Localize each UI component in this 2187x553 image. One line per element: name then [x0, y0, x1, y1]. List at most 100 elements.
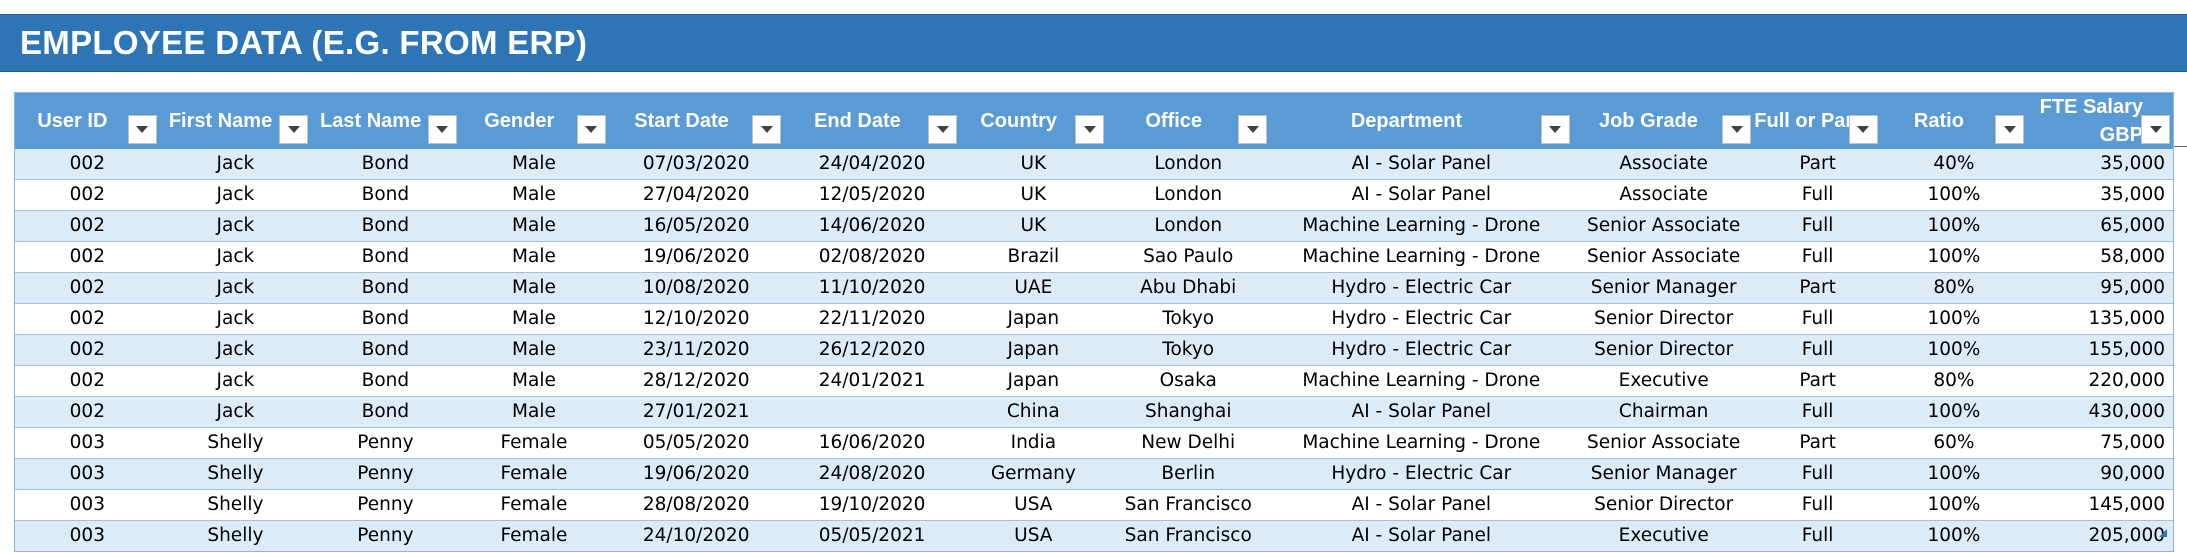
- cell-gender[interactable]: Male: [512, 339, 556, 360]
- cell-job-grade[interactable]: Senior Associate: [1586, 246, 1741, 267]
- filter-dropdown-button[interactable]: [576, 115, 606, 144]
- cell-full-or-part[interactable]: Full: [1801, 215, 1834, 236]
- cell-country[interactable]: India: [1010, 432, 1057, 453]
- cell-gender[interactable]: Female: [500, 432, 568, 453]
- filter-dropdown-button[interactable]: [1995, 115, 2025, 144]
- cell-start-date[interactable]: 28/12/2020: [642, 370, 750, 391]
- column-header-ratio[interactable]: Ratio: [1881, 93, 2028, 149]
- cell-start-date[interactable]: 28/08/2020: [642, 494, 750, 515]
- cell-first-name[interactable]: Shelly: [207, 463, 264, 484]
- filter-dropdown-button[interactable]: [2141, 115, 2170, 144]
- cell-job-grade[interactable]: Senior Manager: [1590, 463, 1737, 484]
- cell-first-name[interactable]: Jack: [216, 308, 255, 329]
- table-resize-handle[interactable]: [2159, 529, 2167, 537]
- cell-full-or-part[interactable]: Full: [1801, 494, 1834, 515]
- filter-dropdown-button[interactable]: [427, 115, 457, 144]
- cell-job-grade[interactable]: Executive: [1618, 525, 1709, 546]
- cell-ratio[interactable]: 40%: [1933, 153, 1975, 174]
- cell-full-or-part[interactable]: Full: [1801, 246, 1834, 267]
- cell-job-grade[interactable]: Associate: [1619, 184, 1708, 205]
- cell-gender[interactable]: Female: [500, 494, 568, 515]
- cell-office[interactable]: New Delhi: [1141, 432, 1236, 453]
- cell-start-date[interactable]: 07/03/2020: [642, 153, 750, 174]
- cell-full-or-part[interactable]: Part: [1799, 153, 1836, 174]
- column-header-office[interactable]: Office: [1107, 93, 1270, 149]
- filter-dropdown-button[interactable]: [1722, 115, 1752, 144]
- cell-job-grade[interactable]: Senior Associate: [1586, 432, 1741, 453]
- cell-department[interactable]: Hydro - Electric Car: [1331, 463, 1512, 484]
- column-header-gender[interactable]: Gender: [460, 93, 609, 149]
- cell-fte-salary-gbp[interactable]: 220,000: [2088, 370, 2165, 391]
- filter-dropdown-button[interactable]: [1075, 115, 1105, 144]
- cell-end-date[interactable]: 24/01/2021: [818, 370, 926, 391]
- cell-country[interactable]: USA: [1014, 525, 1053, 546]
- cell-ratio[interactable]: 100%: [1927, 525, 1981, 546]
- cell-fte-salary-gbp[interactable]: 35,000: [2100, 184, 2165, 205]
- column-header-start-date[interactable]: Start Date: [609, 93, 785, 149]
- cell-end-date[interactable]: 22/11/2020: [818, 308, 926, 329]
- cell-end-date[interactable]: 16/06/2020: [818, 432, 926, 453]
- cell-job-grade[interactable]: Associate: [1619, 153, 1708, 174]
- cell-office[interactable]: Tokyo: [1162, 308, 1215, 329]
- cell-gender[interactable]: Male: [512, 215, 556, 236]
- cell-first-name[interactable]: Jack: [216, 277, 255, 298]
- cell-full-or-part[interactable]: Full: [1801, 339, 1834, 360]
- filter-dropdown-button[interactable]: [1540, 115, 1570, 144]
- cell-start-date[interactable]: 27/04/2020: [642, 184, 750, 205]
- cell-office[interactable]: London: [1154, 153, 1223, 174]
- cell-fte-salary-gbp[interactable]: 95,000: [2100, 277, 2165, 298]
- cell-full-or-part[interactable]: Part: [1799, 370, 1836, 391]
- cell-ratio[interactable]: 100%: [1927, 215, 1981, 236]
- cell-last-name[interactable]: Bond: [361, 246, 410, 267]
- cell-department[interactable]: AI - Solar Panel: [1351, 184, 1492, 205]
- cell-full-or-part[interactable]: Full: [1801, 463, 1834, 484]
- cell-country[interactable]: Germany: [990, 463, 1076, 484]
- cell-full-or-part[interactable]: Full: [1801, 308, 1834, 329]
- cell-country[interactable]: UAE: [1014, 277, 1053, 298]
- cell-department[interactable]: Machine Learning - Drone: [1302, 246, 1541, 267]
- cell-department[interactable]: Hydro - Electric Car: [1331, 308, 1512, 329]
- cell-office[interactable]: San Francisco: [1124, 525, 1252, 546]
- cell-last-name[interactable]: Penny: [357, 525, 414, 546]
- cell-full-or-part[interactable]: Part: [1799, 277, 1836, 298]
- cell-first-name[interactable]: Jack: [216, 401, 255, 422]
- cell-ratio[interactable]: 80%: [1933, 277, 1975, 298]
- cell-fte-salary-gbp[interactable]: 135,000: [2088, 308, 2165, 329]
- cell-office[interactable]: San Francisco: [1124, 494, 1252, 515]
- cell-gender[interactable]: Male: [512, 246, 556, 267]
- cell-gender[interactable]: Male: [512, 184, 556, 205]
- cell-first-name[interactable]: Jack: [216, 184, 255, 205]
- column-header-job-grade[interactable]: Job Grade: [1573, 93, 1755, 149]
- cell-fte-salary-gbp[interactable]: 75,000: [2100, 432, 2165, 453]
- column-header-user-id[interactable]: User ID: [15, 93, 160, 149]
- cell-user-id[interactable]: 002: [69, 153, 105, 174]
- cell-full-or-part[interactable]: Full: [1801, 525, 1834, 546]
- cell-country[interactable]: Japan: [1007, 370, 1060, 391]
- cell-last-name[interactable]: Bond: [361, 153, 410, 174]
- cell-last-name[interactable]: Penny: [357, 494, 414, 515]
- cell-end-date[interactable]: 14/06/2020: [818, 215, 926, 236]
- column-header-end-date[interactable]: End Date: [784, 93, 960, 149]
- cell-user-id[interactable]: 003: [69, 463, 105, 484]
- cell-end-date[interactable]: 02/08/2020: [818, 246, 926, 267]
- cell-fte-salary-gbp[interactable]: 90,000: [2100, 463, 2165, 484]
- cell-start-date[interactable]: 16/05/2020: [642, 215, 750, 236]
- cell-user-id[interactable]: 003: [69, 494, 105, 515]
- column-header-fte-salary-gbp[interactable]: FTE Salary GBP: [2027, 93, 2173, 149]
- cell-gender[interactable]: Female: [500, 463, 568, 484]
- cell-last-name[interactable]: Bond: [361, 184, 410, 205]
- cell-country[interactable]: USA: [1014, 494, 1053, 515]
- cell-ratio[interactable]: 100%: [1927, 401, 1981, 422]
- cell-end-date[interactable]: 24/08/2020: [818, 463, 926, 484]
- column-header-full-or-part[interactable]: Full or Part: [1754, 93, 1880, 149]
- column-header-country[interactable]: Country: [960, 93, 1107, 149]
- cell-job-grade[interactable]: Senior Director: [1594, 494, 1734, 515]
- cell-start-date[interactable]: 19/06/2020: [642, 463, 750, 484]
- cell-country[interactable]: UK: [1020, 184, 1047, 205]
- cell-start-date[interactable]: 19/06/2020: [642, 246, 750, 267]
- cell-user-id[interactable]: 002: [69, 401, 105, 422]
- cell-department[interactable]: AI - Solar Panel: [1351, 401, 1492, 422]
- cell-gender[interactable]: Male: [512, 401, 556, 422]
- cell-user-id[interactable]: 002: [69, 215, 105, 236]
- cell-start-date[interactable]: 24/10/2020: [642, 525, 750, 546]
